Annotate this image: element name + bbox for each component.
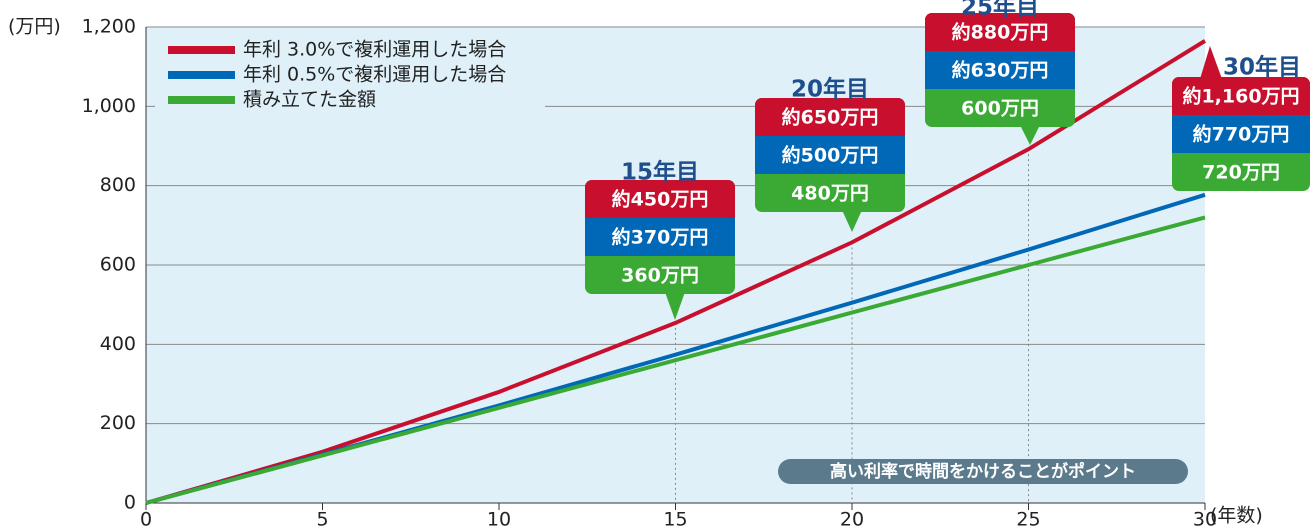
callout-label: 480万円 — [791, 183, 869, 205]
callout-label: 約370万円 — [612, 226, 709, 249]
callout-label: 約450万円 — [612, 188, 709, 211]
callout-pointer — [842, 210, 862, 232]
callout-label: 720万円 — [1202, 162, 1280, 184]
legend-label: 年利 0.5%で複利運用した場合 — [243, 64, 506, 86]
callout-title: 20年目 — [791, 76, 869, 103]
x-tick-label: 30 — [1193, 509, 1217, 529]
y-tick-label: 400 — [100, 333, 136, 355]
callout-label: 約1,160万円 — [1182, 85, 1299, 108]
x-tick-label: 0 — [140, 509, 152, 529]
y-tick-label: 0 — [124, 492, 136, 514]
callout-label: 約770万円 — [1193, 123, 1290, 146]
callout-box — [925, 51, 1075, 89]
y-tick-label: 200 — [100, 412, 136, 434]
series-line — [145, 39, 1207, 505]
callout-title: 15年目 — [621, 159, 699, 186]
callout-title: 25年目 — [961, 0, 1039, 21]
x-tick-label: 20 — [840, 509, 864, 529]
callout-label: 約650万円 — [782, 106, 879, 129]
x-tick-label: 5 — [316, 509, 328, 529]
callout-pointer — [1020, 125, 1040, 145]
y-unit: (万円) — [8, 16, 61, 38]
callout-box — [585, 218, 735, 256]
note-pill — [778, 459, 1188, 484]
y-tick-label: 600 — [100, 254, 136, 276]
x-tick-label: 25 — [1016, 509, 1040, 529]
y-tick-label: 800 — [100, 174, 136, 196]
callout-label: 約630万円 — [952, 59, 1049, 82]
callout-label: 約880万円 — [952, 21, 1049, 44]
legend-label: 年利 3.0%で複利運用した場合 — [243, 39, 506, 61]
callout-pointer — [1200, 46, 1222, 79]
series-line — [145, 215, 1206, 505]
note: 高い利率で時間をかけることがポイント — [830, 461, 1136, 482]
legend-label: 積み立てた金額 — [243, 89, 376, 111]
x-tick-label: 10 — [487, 509, 511, 529]
callout-box — [1172, 115, 1310, 153]
callout-title: 30年目 — [1223, 54, 1301, 81]
callout-label: 約500万円 — [782, 144, 879, 167]
x-unit: (年数) — [1210, 505, 1263, 527]
y-tick-label: 1,000 — [82, 95, 136, 117]
callout-label: 600万円 — [961, 98, 1039, 120]
x-tick-label: 15 — [663, 509, 687, 529]
callout-pointer — [665, 292, 685, 320]
callout-box — [755, 136, 905, 174]
y-tick-label: 1,200 — [82, 16, 136, 38]
callout-label: 360万円 — [621, 265, 699, 287]
